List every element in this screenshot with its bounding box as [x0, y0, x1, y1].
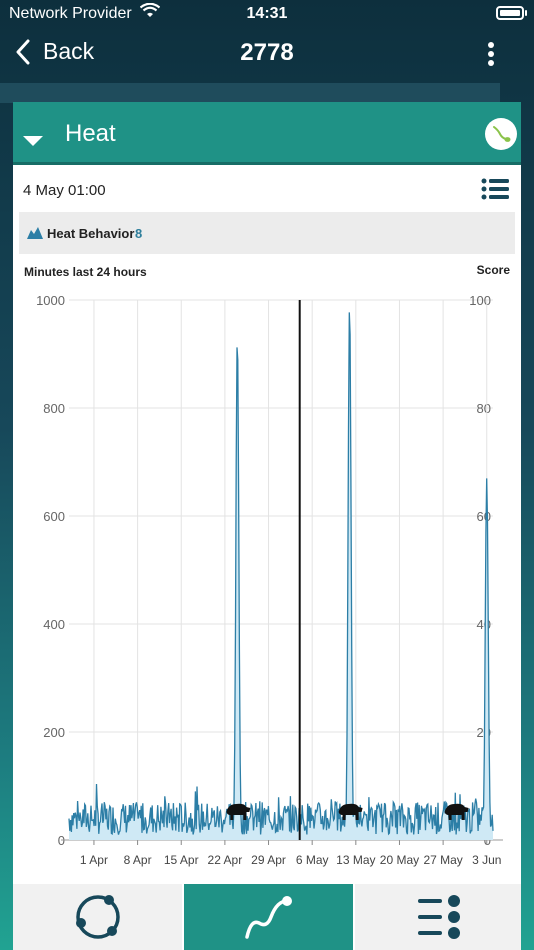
cycle-icon: [75, 895, 120, 939]
clock: 14:31: [246, 5, 288, 22]
dot: [488, 42, 494, 48]
y2-tick-label: 60: [477, 509, 491, 524]
graph-tab[interactable]: [184, 884, 353, 950]
heat-card: Heat 4 May 01:00 Heat Behavior 8 Minutes…: [13, 102, 521, 892]
carrier-label: Network Provider: [9, 5, 132, 22]
cycle-tab[interactable]: [13, 884, 182, 950]
x-tick-label: 27 May: [423, 853, 462, 867]
y-tick-label: 800: [43, 401, 65, 416]
x-tick-label: 1 Apr: [80, 853, 108, 867]
dot: [488, 60, 494, 66]
dot: [488, 51, 494, 57]
filter-label: Heat Behavior: [47, 226, 135, 241]
x-tick-label: 20 May: [380, 853, 419, 867]
y-tick-label: 600: [43, 509, 65, 524]
x-tick-label: 29 Apr: [251, 853, 286, 867]
graph-icon: [244, 896, 292, 939]
wifi-icon: [140, 3, 160, 17]
card-header[interactable]: Heat: [13, 102, 521, 165]
heat-event-icon: [226, 803, 251, 820]
back-label: Back: [43, 38, 95, 64]
x-tick-label: 3 Jun: [472, 853, 501, 867]
cow-shape: [444, 803, 469, 820]
filter-count: 8: [135, 226, 143, 241]
x-tick-label: 13 May: [336, 853, 375, 867]
y-tick-label: 400: [43, 617, 65, 632]
list-icon[interactable]: [481, 178, 509, 200]
chevron-left-icon: [16, 39, 30, 64]
selected-date: 4 May 01:00: [23, 182, 106, 199]
status-bar: Network Provider 14:31: [0, 0, 534, 28]
series-line: [68, 312, 494, 836]
y-axis-title: Minutes last 24 hours: [24, 265, 147, 279]
x-tick-label: 15 Apr: [164, 853, 199, 867]
tab-divider: [182, 884, 184, 950]
battery-tip: [525, 10, 527, 16]
heat-event-icon: [338, 803, 363, 820]
date-row: 4 May 01:00: [13, 168, 521, 212]
cow-shape: [338, 803, 363, 820]
y-tick-label: 1000: [36, 293, 65, 308]
x-tick-label: 6 May: [296, 853, 329, 867]
heat-event-icon: [444, 803, 469, 820]
cow-shape: [226, 803, 251, 820]
list-menu-icon: [417, 895, 460, 939]
card-backdrop: [0, 83, 500, 103]
y-tick-label: 200: [43, 725, 65, 740]
y2-axis-title: Score: [476, 263, 510, 277]
collapse-triangle-icon[interactable]: [23, 136, 43, 146]
heat-behavior-icon: [27, 227, 43, 239]
series-area: [69, 312, 493, 840]
page-title: 2778: [240, 39, 294, 66]
battery-icon: [496, 6, 524, 20]
card-heading: Heat: [65, 120, 116, 147]
tab-divider: [353, 884, 355, 950]
y2-tick-label: 80: [477, 401, 491, 416]
sperm-icon: [493, 126, 511, 142]
list-tab[interactable]: [355, 884, 524, 950]
more-options-button[interactable]: [486, 42, 496, 68]
x-tick-label: 22 Apr: [208, 853, 243, 867]
nav-bar: Back 2778: [0, 28, 534, 80]
x-tick-label: 8 Apr: [124, 853, 152, 867]
tab-bar: [13, 884, 521, 950]
back-button[interactable]: Back: [15, 38, 94, 65]
y2-tick-label: 100: [469, 293, 491, 308]
filter-bar[interactable]: Heat Behavior 8: [19, 212, 515, 254]
heat-status-icon[interactable]: [485, 118, 517, 150]
